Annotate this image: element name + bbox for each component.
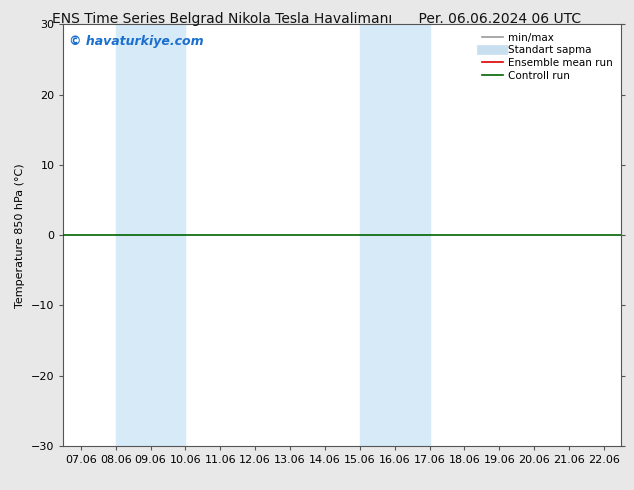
- Legend: min/max, Standart sapma, Ensemble mean run, Controll run: min/max, Standart sapma, Ensemble mean r…: [479, 30, 616, 84]
- Y-axis label: Temperature 850 hPa (°C): Temperature 850 hPa (°C): [15, 163, 25, 308]
- Text: © havaturkiye.com: © havaturkiye.com: [69, 35, 204, 48]
- Bar: [359, 24, 429, 446]
- Bar: [116, 24, 185, 446]
- Text: ENS Time Series Belgrad Nikola Tesla Havalimanı      Per. 06.06.2024 06 UTC: ENS Time Series Belgrad Nikola Tesla Hav…: [53, 12, 581, 26]
